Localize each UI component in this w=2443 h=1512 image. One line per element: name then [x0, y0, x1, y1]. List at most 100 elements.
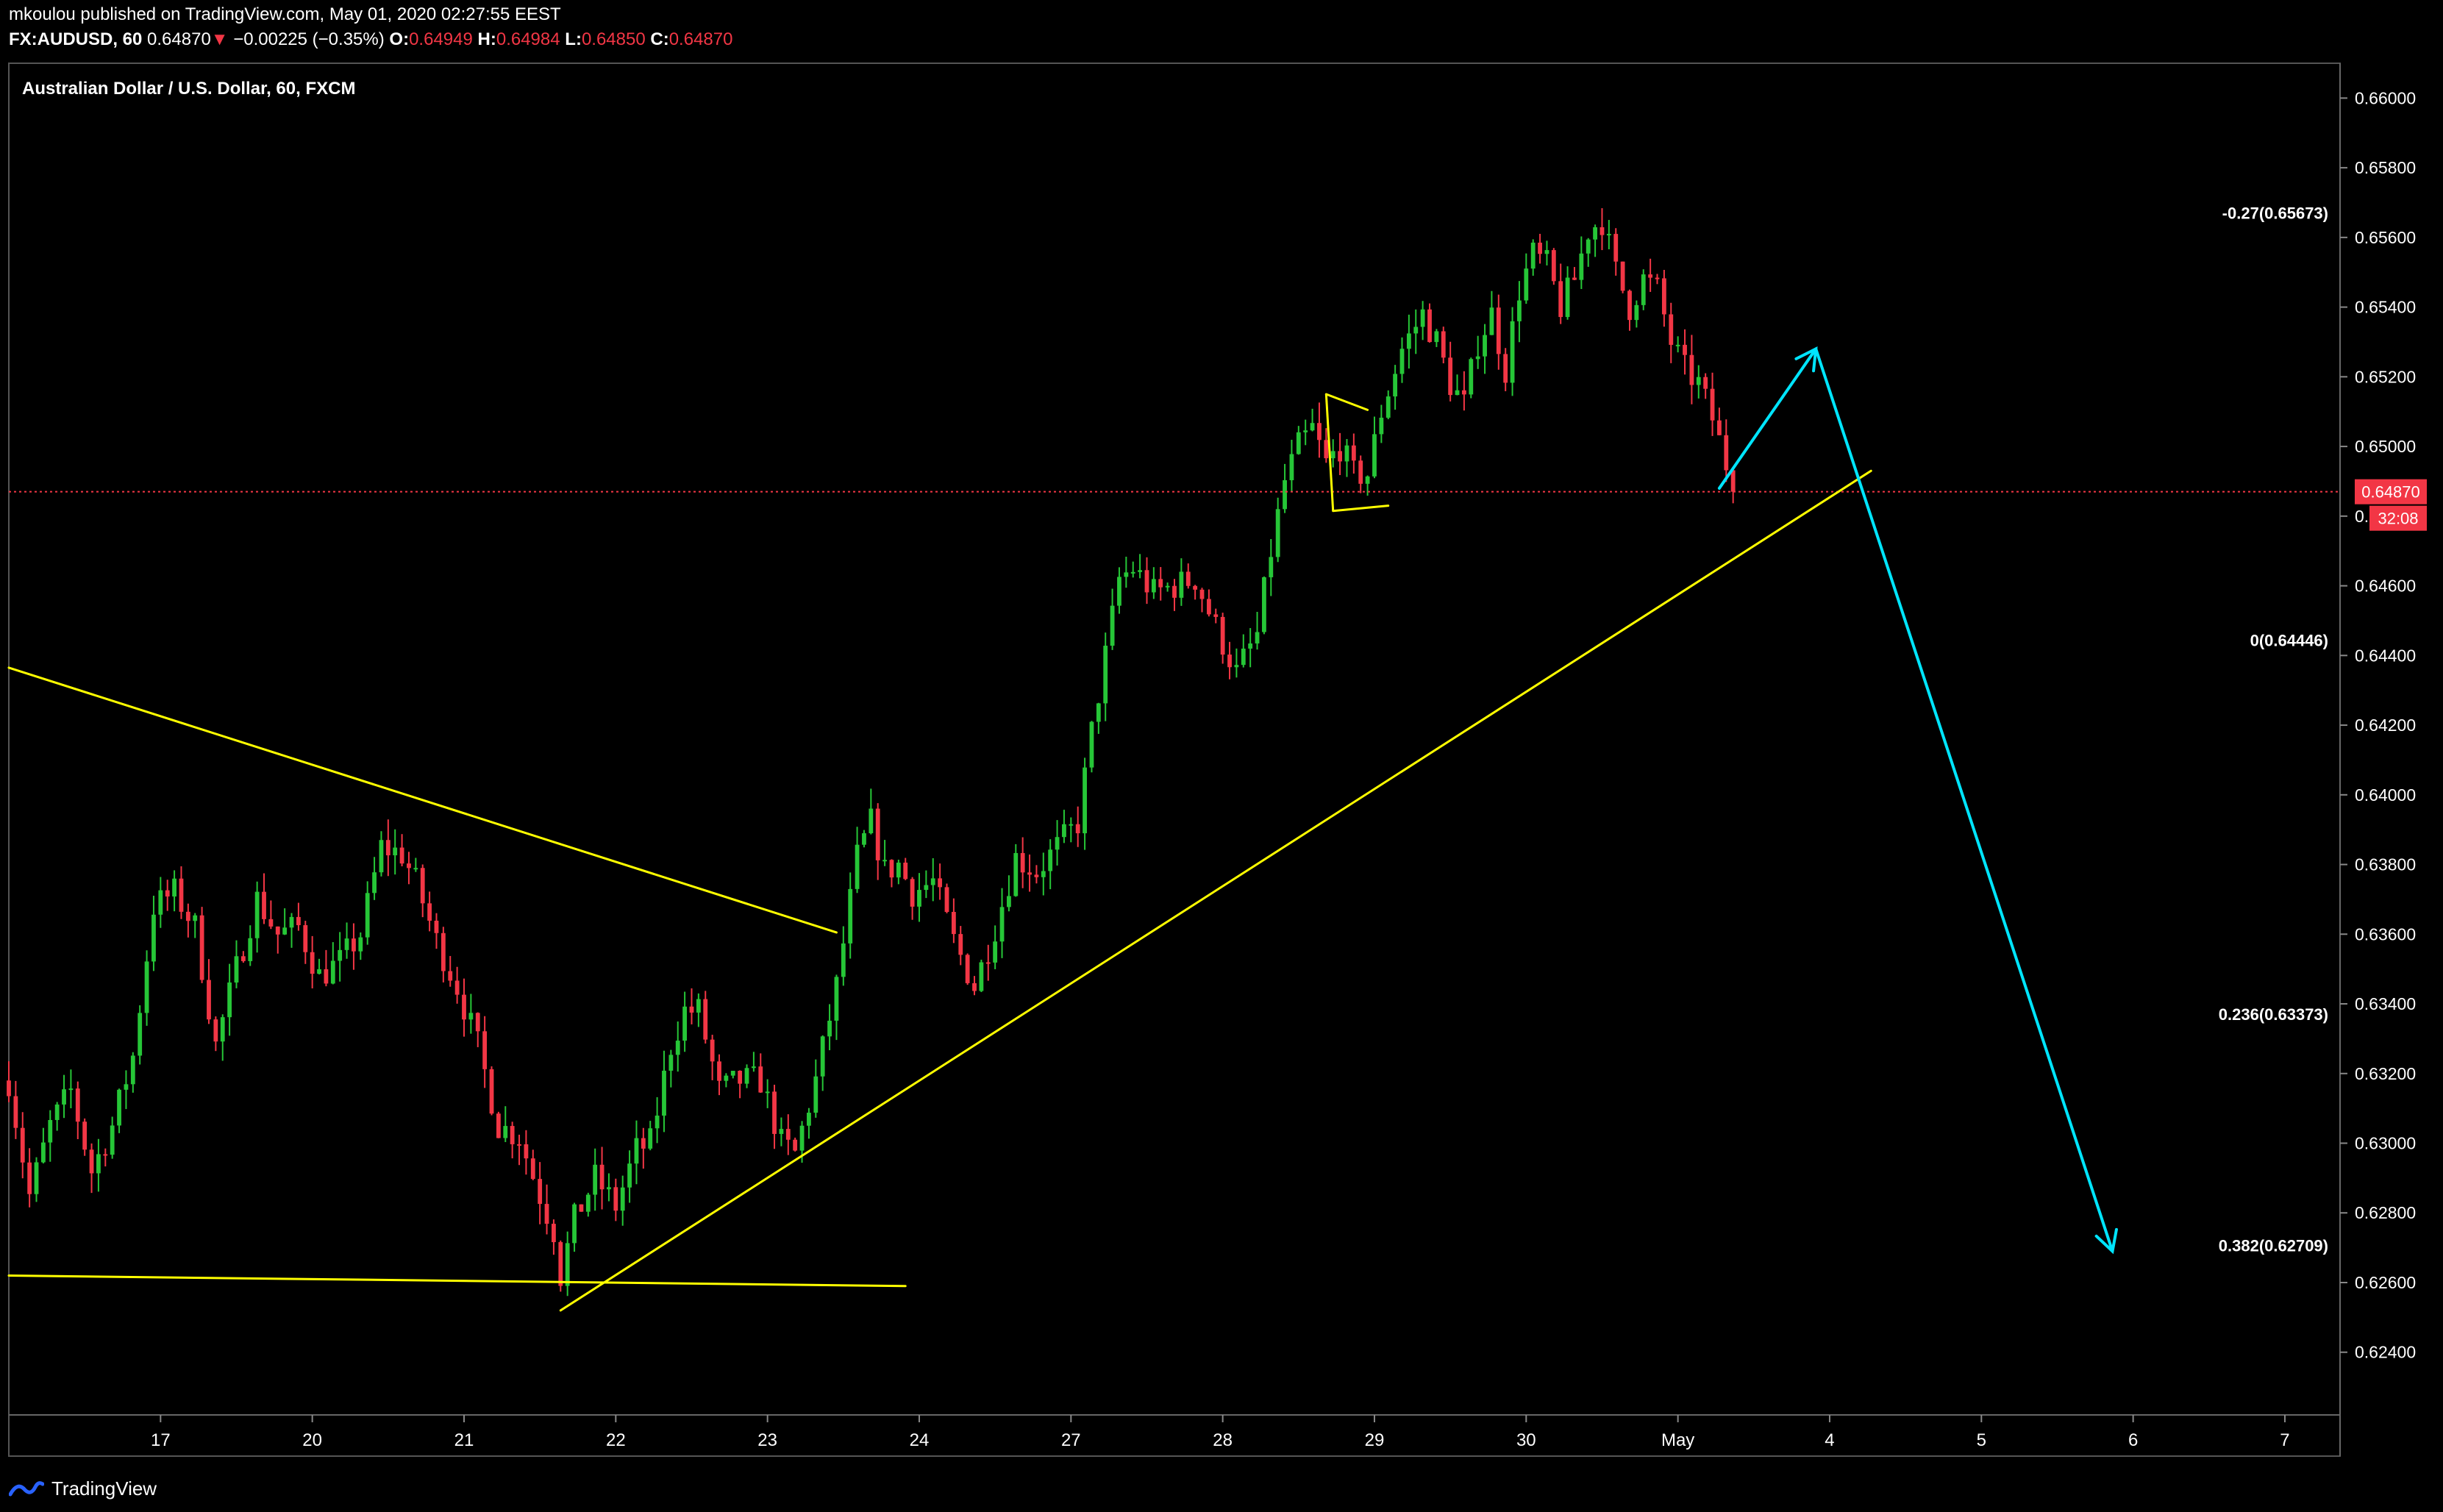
candle	[130, 1052, 135, 1093]
candle	[124, 1070, 129, 1110]
candle-body	[1358, 460, 1363, 484]
candle-body	[365, 893, 370, 938]
candle-body	[144, 961, 149, 1013]
candle	[572, 1202, 577, 1252]
candle-body	[1489, 307, 1494, 335]
candle	[62, 1074, 66, 1119]
candle-body	[1310, 423, 1315, 431]
candle	[1296, 426, 1301, 455]
candle-body	[1103, 646, 1108, 704]
price-tick-label: 0.64600	[2355, 577, 2416, 596]
drawings-layer[interactable]	[7, 346, 2340, 1312]
candle	[282, 908, 288, 935]
candle-body	[751, 1066, 756, 1069]
candle	[110, 1116, 115, 1159]
candle	[848, 872, 853, 959]
candle	[979, 959, 984, 993]
candle-body	[338, 949, 343, 961]
wedge-upper-line	[1324, 393, 1369, 411]
candle-body	[240, 956, 246, 961]
candle-body	[1138, 570, 1143, 572]
candle	[552, 1219, 556, 1255]
candle-body	[475, 1013, 480, 1032]
candle	[1379, 404, 1384, 443]
candle	[1448, 341, 1453, 402]
candle-body	[454, 980, 460, 995]
candle-body	[1089, 721, 1094, 768]
candle	[27, 1148, 32, 1208]
candle	[710, 1035, 715, 1080]
candle	[1413, 309, 1419, 354]
candle	[524, 1130, 529, 1175]
candle-body	[1262, 577, 1266, 632]
candle	[1310, 408, 1315, 432]
candle-body	[1193, 585, 1198, 590]
candles-layer[interactable]	[7, 208, 1736, 1297]
candle	[1565, 266, 1570, 320]
footer-brand[interactable]: TradingView	[51, 1477, 157, 1499]
price-tick-label: 0.63200	[2355, 1064, 2416, 1083]
time-tick-label: 21	[454, 1430, 474, 1450]
candle	[993, 925, 998, 969]
candle	[89, 1143, 94, 1194]
candle	[972, 976, 977, 996]
candle-body	[799, 1125, 805, 1151]
price-tick-label: 0.63000	[2355, 1134, 2416, 1153]
candle	[1172, 579, 1177, 611]
candle-body	[1606, 234, 1611, 236]
candle-body	[213, 1019, 218, 1042]
candle	[1427, 303, 1432, 343]
candle-body	[972, 983, 977, 991]
candle-body	[448, 971, 453, 981]
candle	[330, 942, 335, 985]
candle-body	[1579, 253, 1584, 280]
candle	[1234, 648, 1239, 678]
candle	[738, 1070, 743, 1099]
candle-body	[668, 1055, 674, 1071]
candle	[530, 1149, 535, 1180]
candle-body	[75, 1088, 80, 1122]
candle-body	[130, 1055, 135, 1085]
close-label: C:	[650, 29, 669, 49]
candle	[275, 926, 280, 954]
candle-body	[1124, 572, 1129, 577]
candle	[420, 864, 425, 918]
candle	[1696, 365, 1701, 399]
candle	[827, 1004, 832, 1051]
candle	[365, 881, 370, 945]
tradingview-logo-icon[interactable]	[9, 1478, 44, 1499]
candle-body	[234, 956, 239, 983]
candle-body	[330, 960, 335, 984]
candle-body	[1703, 377, 1708, 389]
candle-body	[903, 863, 908, 880]
fib-level-label: -0.27(0.65673)	[2222, 204, 2328, 222]
price-axis[interactable]: 0.66000 0.65800 0.65600 0.65400 0.65200 0.650…	[2340, 88, 2416, 1362]
candle	[634, 1120, 639, 1185]
candle	[1461, 371, 1466, 411]
candle-body	[1503, 354, 1508, 383]
candle	[1544, 240, 1549, 265]
price-tick-label: 0.63400	[2355, 994, 2416, 1013]
candle-body	[951, 912, 956, 935]
candle	[1551, 248, 1556, 285]
candle	[641, 1127, 646, 1169]
candle-body	[462, 994, 466, 1020]
candle	[303, 921, 308, 964]
candle-body	[724, 1075, 729, 1081]
candle	[944, 883, 949, 913]
candle	[724, 1073, 729, 1088]
candle	[758, 1053, 763, 1094]
candle	[1185, 563, 1191, 589]
candle-body	[1117, 577, 1121, 606]
candle-body	[634, 1138, 639, 1164]
candle-body	[1379, 417, 1384, 435]
candle	[385, 819, 390, 877]
time-axis[interactable]: 17 20 21 22 23 24 27 28 29 30 May 4 5 6 7	[151, 1415, 2290, 1450]
candle-body	[185, 911, 190, 921]
fib-labels-layer: -0.27(0.65673) 0(0.64446) 0.236(0.63373) 0.…	[2219, 204, 2328, 1255]
candle	[593, 1148, 598, 1211]
candle-body	[1620, 261, 1625, 291]
candle-body	[785, 1129, 791, 1140]
candle-body	[544, 1204, 549, 1224]
